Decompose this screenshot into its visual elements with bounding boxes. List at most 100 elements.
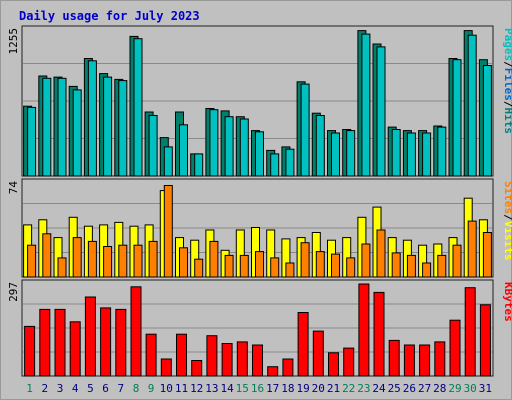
- bar-sites-4: [72, 237, 82, 278]
- bar-sites-17: [270, 257, 280, 278]
- bar-sites-14: [224, 254, 234, 278]
- bar-files-1: [27, 106, 37, 177]
- bar-files-2: [42, 77, 52, 177]
- bar-files-11: [179, 124, 188, 177]
- bar-kbytes-24: [373, 291, 385, 377]
- legend-label: KBytes: [502, 282, 512, 322]
- bar-kbytes-21: [328, 352, 339, 377]
- bar-files-5: [87, 60, 97, 177]
- bar-sites-1: [27, 244, 37, 278]
- bar-kbytes-27: [419, 344, 431, 377]
- panel-2-legend: Sites/Visits: [502, 181, 512, 261]
- bar-sites-27: [422, 262, 432, 278]
- panels: 1255Pages/Files/Hits74Sites/Visits297KBy…: [7, 25, 512, 377]
- bar-files-21: [331, 132, 340, 177]
- bar-files-16: [255, 131, 264, 177]
- bar-sites-10: [163, 185, 173, 278]
- x-tick-label-26: 26: [403, 382, 416, 395]
- bar-files-7: [118, 80, 128, 177]
- x-tick-label-5: 5: [87, 382, 94, 395]
- bar-kbytes-22: [343, 347, 355, 377]
- x-tick-label-21: 21: [327, 382, 340, 395]
- bar-files-26: [406, 132, 416, 177]
- x-tick-label-6: 6: [102, 382, 109, 395]
- bar-kbytes-4: [69, 321, 81, 377]
- bar-kbytes-18: [282, 358, 294, 377]
- bar-kbytes-25: [388, 339, 400, 377]
- bar-kbytes-29: [449, 319, 461, 377]
- panel-3: 297 KBytes: [7, 279, 512, 377]
- bar-sites-3: [57, 257, 67, 278]
- bar-kbytes-3: [54, 308, 66, 377]
- bar-sites-20: [315, 251, 325, 278]
- bar-sites-21: [331, 253, 340, 278]
- x-tick-label-3: 3: [57, 382, 64, 395]
- x-tick-label-31: 31: [479, 382, 492, 395]
- bar-files-29: [452, 59, 462, 177]
- legend-label: Files: [502, 68, 512, 101]
- bar-files-17: [270, 153, 280, 177]
- bar-sites-19: [300, 242, 310, 278]
- bar-sites-22: [346, 257, 356, 278]
- bar-sites-24: [376, 229, 386, 278]
- x-tick-label-22: 22: [342, 382, 355, 395]
- bar-sites-11: [179, 247, 188, 278]
- x-tick-label-14: 14: [220, 382, 234, 395]
- x-tick-label-29: 29: [448, 382, 461, 395]
- bar-files-13: [209, 109, 219, 177]
- bar-sites-16: [255, 251, 264, 278]
- bar-sites-15: [239, 254, 249, 278]
- x-tick-label-10: 10: [160, 382, 173, 395]
- chart-title: Daily usage for July 2023: [19, 9, 200, 23]
- bar-sites-6: [103, 246, 113, 278]
- bar-files-6: [103, 76, 113, 177]
- bar-sites-23: [361, 243, 371, 278]
- x-tick-label-2: 2: [41, 382, 48, 395]
- x-tick-label-12: 12: [190, 382, 203, 395]
- x-tick-label-23: 23: [357, 382, 370, 395]
- x-tick-label-8: 8: [133, 382, 140, 395]
- bar-files-23: [361, 33, 371, 177]
- x-tick-label-13: 13: [205, 382, 218, 395]
- x-tick-label-20: 20: [312, 382, 325, 395]
- bar-kbytes-6: [100, 307, 112, 377]
- bar-kbytes-9: [145, 333, 157, 377]
- bar-sites-7: [118, 244, 128, 278]
- bar-sites-26: [406, 254, 416, 278]
- bar-kbytes-12: [191, 360, 203, 377]
- bar-kbytes-28: [434, 341, 446, 377]
- bar-kbytes-19: [297, 312, 309, 377]
- bar-files-30: [467, 34, 477, 177]
- bar-files-12: [194, 153, 204, 177]
- bar-kbytes-1: [24, 325, 36, 377]
- x-tick-label-24: 24: [372, 382, 386, 395]
- legend-label: Hits: [502, 108, 512, 135]
- panel-1-ymax-label: 1255: [7, 28, 20, 55]
- bar-files-18: [285, 148, 295, 177]
- x-tick-label-7: 7: [117, 382, 124, 395]
- bar-sites-31: [482, 232, 492, 278]
- panel-2-ymax-label: 74: [7, 181, 20, 195]
- x-tick-label-4: 4: [72, 382, 79, 395]
- x-tick-label-18: 18: [281, 382, 294, 395]
- bar-sites-28: [437, 254, 447, 278]
- x-tick-label-28: 28: [433, 382, 446, 395]
- bar-files-10: [163, 146, 173, 177]
- bar-kbytes-31: [479, 304, 491, 377]
- bar-sites-8: [133, 244, 143, 278]
- x-tick-label-30: 30: [464, 382, 477, 395]
- panel-3-legend: KBytes: [502, 282, 512, 322]
- bar-sites-12: [194, 258, 204, 278]
- legend-label: /: [502, 61, 512, 68]
- bar-kbytes-10: [160, 358, 172, 377]
- legend-label: Pages: [502, 28, 512, 61]
- legend-label: /: [502, 214, 512, 221]
- x-tick-label-19: 19: [296, 382, 309, 395]
- bar-kbytes-7: [115, 308, 127, 377]
- bar-kbytes-2: [39, 308, 51, 377]
- series-files: [27, 33, 492, 177]
- bar-kbytes-8: [130, 286, 142, 377]
- bar-kbytes-5: [84, 296, 96, 377]
